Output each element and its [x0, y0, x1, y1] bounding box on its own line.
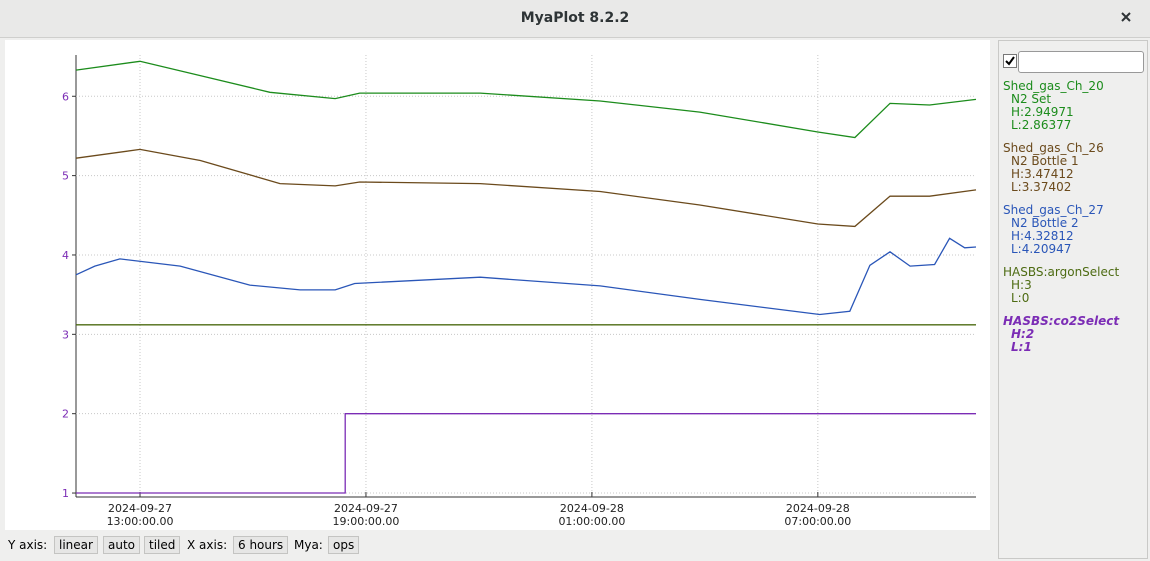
title-bar: MyaPlot 8.2.2 [0, 0, 1150, 38]
legend-high: H:3.47412 [1011, 167, 1074, 181]
x-tick-label: 2024-09-27 19:00:00.00 [333, 502, 400, 528]
series-line [75, 237, 977, 316]
legend-high: H:2.94971 [1011, 105, 1074, 119]
legend-name: Shed_gas_Ch_26 [1003, 141, 1104, 155]
legend-name: HASBS:argonSelect [1003, 265, 1120, 279]
dropdown[interactable]: tiled [144, 536, 181, 554]
dropdown[interactable]: linear [54, 536, 98, 554]
legend-entry[interactable]: Shed_gas_Ch_26 N2 Bottle 1 H:3.47412 L:3.37… [1003, 142, 1104, 194]
y-tick-label: 5 [62, 170, 69, 183]
legend-description: N2 Set [1011, 92, 1052, 106]
series-line [75, 148, 977, 228]
legend-low: L:2.86377 [1011, 118, 1072, 132]
x-tick-label: 2024-09-28 07:00:00.00 [784, 502, 851, 528]
label: Y axis: [8, 538, 48, 552]
y-tick-label: 2 [62, 408, 69, 421]
legend-high: H:3 [1011, 278, 1032, 292]
dropdown[interactable]: ops [328, 536, 360, 554]
x-tick-label: 2024-09-27 13:00:00.00 [107, 502, 174, 528]
y-tick-label: 3 [62, 328, 69, 341]
status-bar: Y axis: linear auto tiled X axis: 6 hours Mya:… [0, 534, 990, 558]
legend-entry[interactable]: Shed_gas_Ch_20 N2 Set H:2.94971 L:2.86377 [1003, 80, 1104, 132]
legend-low: L:4.20947 [1011, 242, 1072, 256]
dropdown[interactable]: auto [103, 536, 141, 554]
plot-background [5, 40, 990, 530]
y-tick-label: 4 [62, 249, 69, 262]
checkbox[interactable] [1003, 54, 1017, 68]
legend-description: N2 Bottle 1 [1011, 154, 1079, 168]
legend-high: H:2 [1011, 327, 1035, 341]
legend-name: Shed_gas_Ch_20 [1003, 79, 1104, 93]
legend-description: N2 Bottle 2 [1011, 216, 1079, 230]
legend-name: HASBS:co2Select [1003, 314, 1120, 328]
series-line [76, 413, 976, 494]
legend-entry[interactable]: HASBS:co2Select H:2 L:1 [1003, 315, 1119, 354]
series-line [75, 60, 977, 139]
y-tick-label: 1 [62, 487, 69, 500]
close-button[interactable] [1116, 5, 1136, 29]
label: Mya: [294, 538, 323, 552]
legend-low: L:3.37402 [1011, 180, 1072, 194]
legend-entry[interactable]: HASBS:argonSelect H:3 L:0 [1003, 266, 1119, 305]
window-title: MyaPlot 8.2.2 [520, 10, 630, 26]
dropdown[interactable]: 6 hours [233, 536, 289, 554]
filter-input[interactable] [1018, 51, 1144, 73]
legend-low: L:1 [1011, 340, 1032, 354]
legend-low: L:0 [1011, 291, 1030, 305]
legend-panel: Shed_gas_Ch_20 N2 Set H:2.94971 L:2.86377 Sh… [998, 40, 1148, 559]
y-tick-label: 6 [62, 90, 69, 103]
label: X axis: [187, 538, 228, 552]
x-tick-label: 2024-09-28 01:00:00.00 [558, 502, 625, 528]
legend-entry[interactable]: Shed_gas_Ch_27 N2 Bottle 2 H:4.32812 L:4.20… [1003, 204, 1104, 256]
legend-name: Shed_gas_Ch_27 [1003, 203, 1104, 217]
legend-high: H:4.32812 [1011, 229, 1074, 243]
